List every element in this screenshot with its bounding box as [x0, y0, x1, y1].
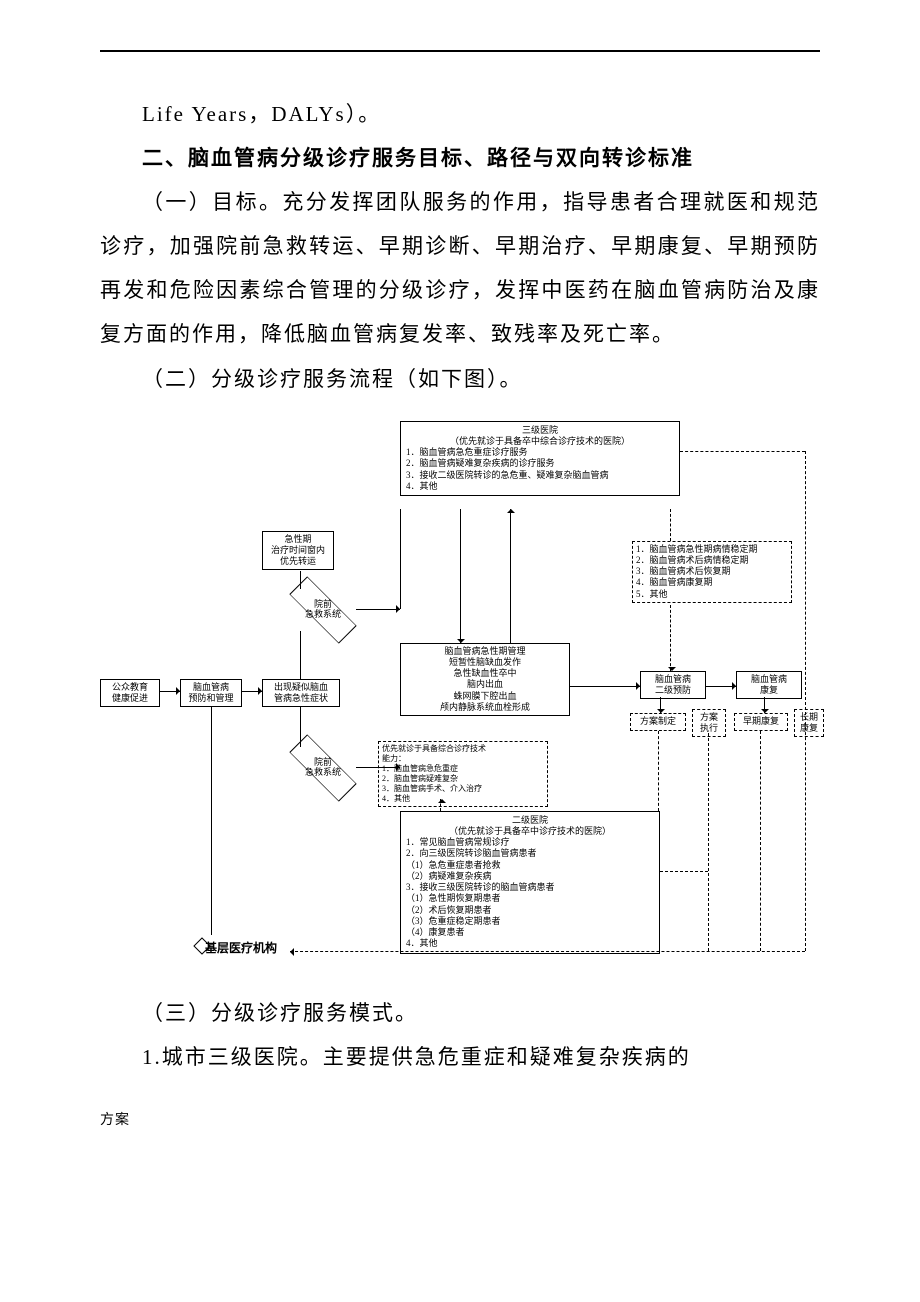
level2-title: 二级医院 — [406, 815, 654, 826]
node-plan-exec: 方案 执行 — [692, 709, 726, 738]
paragraph-mode-intro: （三）分级诊疗服务模式。 — [100, 991, 820, 1035]
paragraph-goal: （一）目标。充分发挥团队服务的作用，指导患者合理就医和规范诊疗，加强院前急救转运… — [100, 180, 820, 356]
up-cond-title: 优先就诊于具备综合诊疗技术 能力： — [382, 744, 544, 764]
acute-mgmt-items: 短暂性脑缺血发作 急性缺血性卒中 脑内出血 蛛网膜下腔出血 颅内静脉系统血栓形成 — [404, 657, 566, 713]
up-cond-items: 1．脑血管病急危重症 2．脑血管病疑难复杂 3．脑血管病手术、介入治疗 4．其他 — [382, 764, 544, 804]
edge — [510, 509, 511, 643]
edge-dashed — [680, 451, 805, 452]
paragraph-flow-intro: （二）分级诊疗服务流程（如下图）。 — [100, 357, 820, 401]
edge-dashed — [670, 605, 671, 671]
page-top-rule — [100, 50, 820, 52]
node-level2-hospital: 二级医院 （优先就诊于具备卒中诊疗技术的医院） 1．常见脑血管病常规诊疗 2．向… — [400, 811, 660, 954]
edge-dashed — [760, 731, 761, 951]
node-primary-care: 基层医疗机构 — [205, 939, 277, 956]
flowchart-tiered-service: 公众教育 健康促进 脑血管病 预防和管理 出现疑似脑血 管病急性症状 急性期 治… — [100, 411, 820, 971]
edge — [400, 509, 401, 609]
acute-mgmt-title: 脑血管病急性期管理 — [404, 646, 566, 657]
edge — [300, 707, 301, 747]
node-acute-symptom: 出现疑似脑血 管病急性症状 — [262, 679, 340, 708]
node-prehospital-1: 院前 急救系统 — [288, 589, 358, 631]
level2-subtitle: （优先就诊于具备卒中诊疗技术的医院） — [406, 826, 654, 837]
edge-dashed — [440, 799, 441, 811]
down-cond-items: 1．脑血管病急性期病情稳定期 2．脑血管病术后病情稳定期 3．脑血管病术后恢复期… — [636, 544, 788, 600]
node-secondary-prevention: 脑血管病 二级预防 — [640, 671, 706, 700]
node-rehabilitation: 脑血管病 康复 — [736, 671, 802, 700]
edge-dashed — [805, 451, 806, 951]
level2-items: 1．常见脑血管病常规诊疗 2．向三级医院转诊脑血管病患者 （1）急危重症患者抢救… — [406, 837, 654, 950]
node-up-referral-conditions: 优先就诊于具备综合诊疗技术 能力： 1．脑血管病急危重症 2．脑血管病疑难复杂 … — [378, 741, 548, 807]
edge-dashed — [660, 871, 708, 872]
edge — [211, 707, 212, 935]
edge-dashed — [290, 951, 805, 952]
edge — [660, 697, 661, 713]
footer-label: 方案 — [100, 1109, 820, 1129]
node-acute-window: 急性期 治疗时间窗内 优先转运 — [262, 531, 334, 571]
paragraph-dalys: Life Years，DALYs）。 — [100, 92, 820, 136]
node-acute-management: 脑血管病急性期管理 短暂性脑缺血发作 急性缺血性卒中 脑内出血 蛛网膜下腔出血 … — [400, 643, 570, 717]
edge — [356, 767, 400, 768]
edge — [160, 691, 180, 692]
level3-items: 1．脑血管病急危重症诊疗服务 2．脑血管病疑难复杂疾病的诊疗服务 3．接收二级医… — [406, 447, 674, 492]
edge — [460, 509, 461, 643]
edge — [764, 697, 765, 713]
edge — [356, 609, 400, 610]
edge-dashed — [658, 731, 659, 811]
edge — [242, 691, 262, 692]
edge — [300, 571, 301, 589]
edge-dashed — [708, 733, 709, 951]
node-long-rehab: 长期 康复 — [794, 709, 824, 738]
edge — [570, 686, 640, 687]
node-public-education: 公众教育 健康促进 — [100, 679, 160, 708]
node-prehospital-2: 院前 急救系统 — [288, 747, 358, 789]
node-level3-hospital: 三级医院 （优先就诊于具备卒中综合诊疗技术的医院） 1．脑血管病急危重症诊疗服务… — [400, 421, 680, 497]
level3-subtitle: （优先就诊于具备卒中综合诊疗技术的医院） — [406, 436, 674, 447]
node-down-referral-conditions: 1．脑血管病急性期病情稳定期 2．脑血管病术后病情稳定期 3．脑血管病术后恢复期… — [632, 541, 792, 603]
edge — [300, 631, 301, 679]
edge — [706, 686, 736, 687]
node-prevention: 脑血管病 预防和管理 — [180, 679, 242, 708]
edge-dashed — [670, 509, 671, 541]
heading-section-2: 二、脑血管病分级诊疗服务目标、路径与双向转诊标准 — [100, 136, 820, 180]
paragraph-mode-1: 1.城市三级医院。主要提供急危重症和疑难复杂疾病的 — [100, 1035, 820, 1079]
level3-title: 三级医院 — [406, 425, 674, 436]
